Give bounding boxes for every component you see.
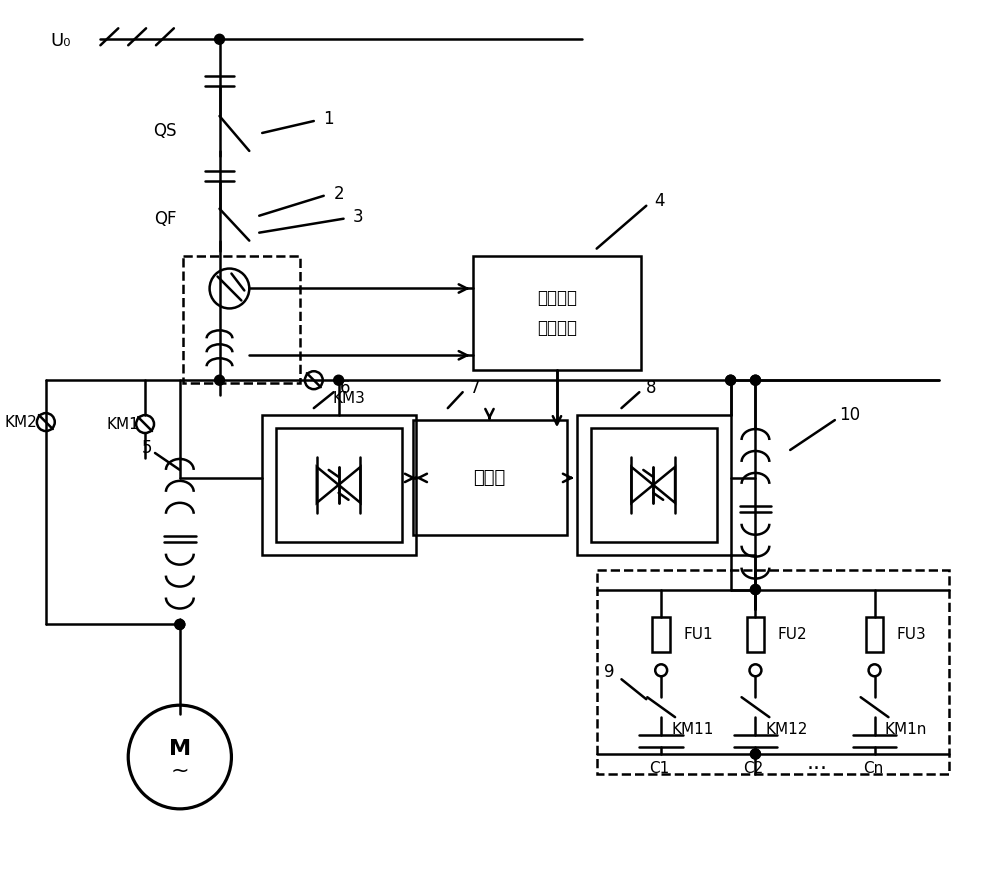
- Polygon shape: [653, 467, 675, 503]
- Circle shape: [750, 375, 760, 385]
- Text: QF: QF: [154, 209, 176, 228]
- Bar: [577, 415, 731, 555]
- Text: C1: C1: [649, 762, 670, 776]
- Text: 控制器: 控制器: [473, 469, 506, 486]
- Text: 检测模块: 检测模块: [537, 319, 577, 338]
- Text: 4: 4: [654, 192, 664, 209]
- Circle shape: [215, 34, 224, 45]
- Circle shape: [750, 584, 760, 594]
- Text: 智能电能: 智能电能: [537, 290, 577, 307]
- Text: QS: QS: [153, 122, 177, 140]
- Text: KM2: KM2: [5, 414, 37, 429]
- Bar: [276, 428, 402, 542]
- Text: 1: 1: [323, 110, 334, 128]
- Text: FU1: FU1: [683, 627, 713, 642]
- Bar: [597, 569, 949, 774]
- Text: 2: 2: [333, 184, 344, 203]
- Text: M: M: [169, 739, 191, 759]
- Text: KM1n: KM1n: [884, 722, 927, 737]
- Text: 8: 8: [646, 380, 656, 397]
- Circle shape: [334, 375, 344, 385]
- Text: KM11: KM11: [671, 722, 713, 737]
- Text: FU3: FU3: [896, 627, 926, 642]
- Bar: [413, 420, 567, 535]
- Circle shape: [175, 619, 185, 629]
- Circle shape: [215, 375, 224, 385]
- Bar: [747, 617, 764, 652]
- Bar: [262, 415, 416, 555]
- Bar: [652, 617, 670, 652]
- Bar: [183, 256, 300, 383]
- Text: ~: ~: [171, 761, 189, 781]
- Polygon shape: [317, 467, 339, 503]
- Text: 5: 5: [142, 439, 152, 457]
- Text: Cn: Cn: [863, 762, 883, 776]
- Text: KM12: KM12: [765, 722, 808, 737]
- Text: ···: ···: [806, 759, 827, 779]
- Text: KM1: KM1: [107, 417, 140, 431]
- Circle shape: [726, 375, 736, 385]
- Circle shape: [750, 749, 760, 759]
- Text: 3: 3: [353, 208, 364, 225]
- Text: KM3: KM3: [332, 390, 365, 405]
- Bar: [591, 428, 717, 542]
- Bar: [866, 617, 883, 652]
- Text: U₀: U₀: [50, 32, 71, 50]
- Circle shape: [726, 375, 736, 385]
- Polygon shape: [631, 467, 653, 503]
- Polygon shape: [339, 467, 360, 503]
- Text: 7: 7: [469, 380, 480, 397]
- Text: 9: 9: [604, 663, 615, 682]
- Bar: [473, 256, 641, 371]
- Text: C2: C2: [744, 762, 764, 776]
- Circle shape: [750, 584, 760, 594]
- Text: 10: 10: [839, 406, 860, 424]
- Text: FU2: FU2: [777, 627, 807, 642]
- Circle shape: [750, 375, 760, 385]
- Text: 6: 6: [340, 380, 351, 397]
- Circle shape: [175, 619, 185, 629]
- Circle shape: [750, 749, 760, 759]
